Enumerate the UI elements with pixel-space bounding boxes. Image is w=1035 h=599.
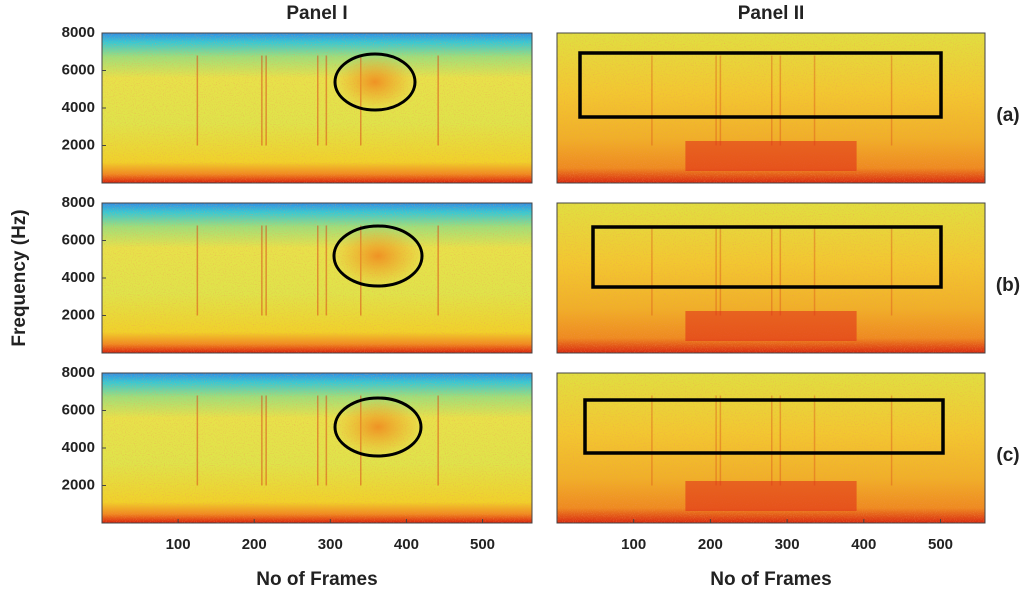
y-tick-label: 6000 [62,231,95,248]
annotation-ellipse [332,224,424,288]
y-tick-label: 4000 [62,269,95,286]
x-tick-label: 500 [928,536,953,553]
spectral-line [325,225,328,316]
spectral-line [779,55,782,146]
x-tick-label: 100 [621,536,646,553]
spectral-line [265,395,267,486]
y-axis-label: Frequency (Hz) [9,209,30,346]
spectral-line [651,225,653,316]
spectral-line [196,225,199,316]
spectral-line [261,395,263,486]
spectral-line [437,225,439,316]
spectral-line [261,55,263,146]
spectral-line [317,225,319,316]
y-tick-label: 4000 [62,439,95,456]
spectral-line [715,395,717,486]
spectral-line [196,55,199,146]
y-tick-label: 8000 [62,364,95,381]
y-tick-label: 6000 [62,401,95,418]
spectral-line [715,55,717,146]
spectral-line [771,395,773,486]
spectral-line [813,395,816,486]
spectral-line [719,395,722,486]
low-band [685,311,857,341]
annotation-box [591,225,943,289]
row-label: (a) [996,105,1019,126]
x-tick-label: 300 [318,536,343,553]
x-tick-label: 300 [775,536,800,553]
energy-blob [334,226,422,286]
panel-title: Panel I [286,3,347,24]
x-tick-label: 100 [166,536,191,553]
spectral-line [779,225,782,316]
x-axis-label: No of Frames [710,569,831,590]
x-axis-label: No of Frames [256,569,377,590]
energy-blob [335,398,421,456]
annotation-ellipse [333,396,423,458]
axes-frame [556,32,986,184]
y-tick-label: 8000 [62,194,95,211]
y-tick-label: 6000 [62,61,95,78]
spectral-line [651,395,653,486]
x-tick-label: 400 [851,536,876,553]
spectral-line [437,55,439,146]
spectral-line [719,55,722,146]
spectral-line [317,55,319,146]
axes-frame [556,372,986,524]
spectral-line [813,55,816,146]
spectral-line [771,225,773,316]
spectral-line [890,55,893,146]
row-label: (b) [996,275,1020,296]
spectral-line [261,225,263,316]
low-band [685,141,857,171]
x-tick-label: 200 [242,536,267,553]
spectral-line [719,225,722,316]
spectral-line [715,225,717,316]
spectral-line [890,395,893,486]
low-band [685,481,857,511]
spectral-line [651,55,653,146]
spectral-line [813,225,816,316]
x-tick-label: 200 [698,536,723,553]
spectral-line [771,55,773,146]
x-tick-label: 500 [470,536,495,553]
annotation-box [578,51,943,119]
y-tick-label: 2000 [62,136,95,153]
spectral-line [265,55,267,146]
annotation-box [583,398,945,455]
y-tick-label: 2000 [62,476,95,493]
row-label: (c) [996,445,1019,466]
y-tick-label: 4000 [62,99,95,116]
spectral-line [196,395,199,486]
annotation-ellipse [333,52,417,112]
y-tick-label: 8000 [62,24,95,41]
x-tick-label: 400 [394,536,419,553]
spectral-line [325,395,328,486]
spectral-line [437,395,439,486]
axes-frame [556,202,986,354]
spectral-line [265,225,267,316]
panel-title: Panel II [738,3,805,24]
y-tick-label: 2000 [62,306,95,323]
spectral-line [779,395,782,486]
spectral-line [325,55,328,146]
energy-blob [335,54,415,110]
spectral-line [317,395,319,486]
spectral-line [890,225,893,316]
